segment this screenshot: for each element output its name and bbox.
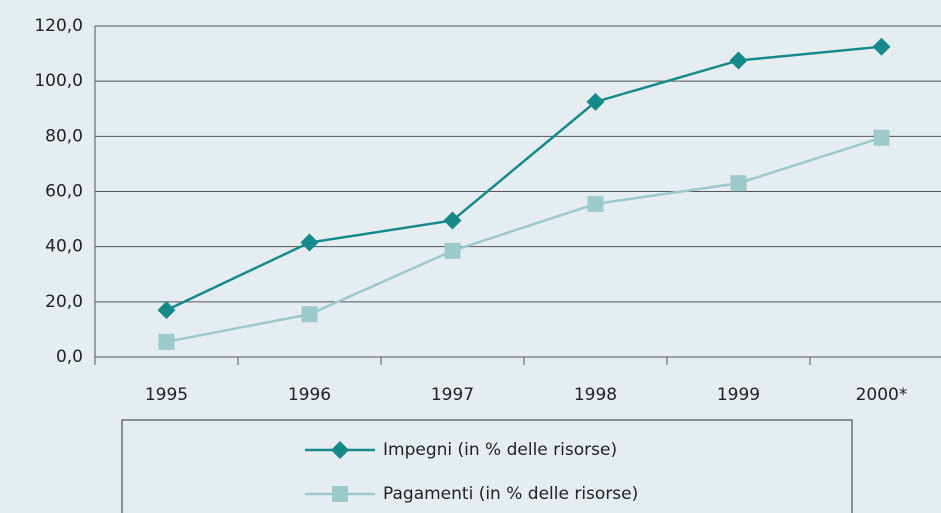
legend-label: Pagamenti (in % delle risorse) (383, 484, 638, 504)
x-tick-label: 1995 (145, 385, 188, 405)
x-tick-label: 1999 (717, 385, 760, 405)
y-tick-label: 0,0 (56, 347, 83, 367)
y-tick-label: 20,0 (45, 292, 83, 312)
series-line (166, 136, 882, 344)
marker (730, 175, 747, 192)
marker (872, 37, 891, 56)
y-tick-label: 100,0 (34, 71, 83, 91)
legend-box (121, 419, 853, 513)
marker (332, 486, 348, 502)
y-tick-label: 60,0 (45, 182, 83, 202)
marker (587, 195, 604, 212)
y-tick-label: 80,0 (45, 126, 83, 146)
marker (729, 51, 748, 70)
marker (157, 301, 176, 320)
marker (444, 242, 461, 259)
marker (331, 441, 349, 459)
marker (301, 306, 318, 323)
series-line (165, 45, 882, 312)
y-tick-label: 40,0 (45, 237, 83, 257)
legend-label: Impegni (in % delle risorse) (383, 440, 617, 460)
marker (300, 233, 319, 252)
y-tick-label: 120,0 (34, 16, 83, 36)
marker (873, 129, 890, 146)
x-tick-label: 1997 (431, 385, 474, 405)
marker (158, 333, 175, 350)
x-tick-label: 1996 (288, 385, 331, 405)
x-tick-label: 2000* (856, 385, 908, 405)
x-tick-label: 1998 (574, 385, 617, 405)
marker (443, 211, 462, 230)
marker (586, 92, 605, 111)
